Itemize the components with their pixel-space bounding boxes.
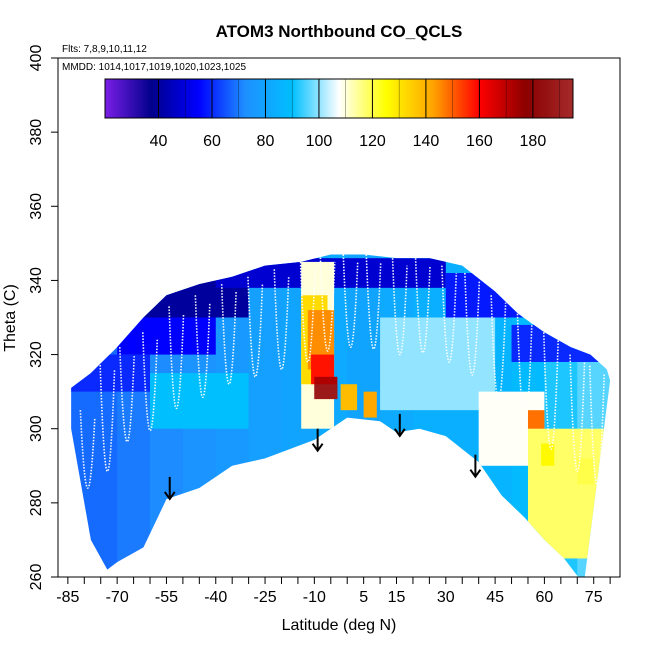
colorbar-tick-label: 60 [203,133,221,150]
flight-track [391,258,408,356]
colorbar-tick-label: 120 [359,133,386,150]
flight-track [342,254,359,348]
flight-track [542,332,560,450]
x-tick-label: 15 [388,589,406,606]
flight-track [220,284,237,385]
co-patch [527,410,545,429]
colorbar: 40 60 80 100 120 140 160 180 [104,78,574,150]
y-tick-label: 280 [28,489,45,516]
chart-title: ATOM3 Northbound CO_QCLS [216,22,463,41]
colorbar-tick-label: 140 [413,133,440,150]
flight-track [516,313,533,424]
x-axis: -85 -70 -55 -40 -25 -10 5 15 30 45 60 75 [56,577,611,606]
flight-track [319,254,336,352]
x-tick-label: -25 [253,589,276,606]
flight-track [141,332,159,432]
co-patch [117,317,216,355]
flight-track [273,269,290,371]
y-tick-label: 340 [28,267,45,294]
down-arrow-icon [393,413,406,438]
colorbar-tick-label: 40 [150,133,168,150]
co-patch [363,391,377,418]
y-tick-label: 260 [28,564,45,591]
field-column [71,254,90,577]
x-tick-label: 60 [536,589,554,606]
colorbar-tick-label: 180 [520,133,547,150]
flights-note: Flts: 7,8,9,10,11,12 [62,44,147,55]
arrow-markers [163,413,482,501]
x-tick-label: -85 [56,589,79,606]
flight-track [299,261,316,363]
flight-track [588,365,606,486]
down-arrow-icon [163,476,176,501]
y-tick-label: 320 [28,341,45,368]
co-patch [150,373,249,429]
colorbar-tick-label: 80 [257,133,275,150]
flight-track [490,295,507,402]
y-tick-label: 360 [28,193,45,220]
flight-track [99,361,116,472]
x-tick-label: -10 [303,589,326,606]
down-arrow-icon [311,428,324,453]
colorbar-tick-label: 160 [466,133,493,150]
down-arrow-icon [469,454,482,479]
y-tick-label: 400 [28,45,45,72]
field-column [89,254,118,577]
co-patch [71,354,151,392]
flight-tracks [79,254,606,489]
flight-track [79,410,96,489]
colorbar-tick-label: 100 [306,133,333,150]
co-patch [380,317,496,411]
y-tick-label: 300 [28,415,45,442]
x-axis-label: Latitude (deg N) [282,617,397,634]
x-tick-label: -55 [155,589,178,606]
flight-track [441,265,458,363]
x-tick-label: 75 [585,589,603,606]
x-tick-label: -40 [204,589,227,606]
colorbar-gradient [104,78,574,119]
x-tick-label: -70 [106,589,129,606]
co-patch [314,384,338,400]
co-patch [577,458,594,485]
co-patch [527,428,611,559]
plot-frame [57,57,621,578]
co-patch [445,273,545,318]
dates-note: MMDD: 1014,1017,1019,1020,1023,1025 [62,62,246,73]
y-axis: 260 280 300 320 340 360 380 400 [28,45,58,591]
y-tick-label: 380 [28,119,45,146]
x-tick-label: 30 [437,589,455,606]
x-tick-label: 45 [486,589,504,606]
co-patch [340,384,358,411]
flight-track [247,276,264,378]
flight-track [569,354,586,473]
y-axis-label: Theta (C) [2,284,19,352]
x-tick-label: 5 [359,589,368,606]
